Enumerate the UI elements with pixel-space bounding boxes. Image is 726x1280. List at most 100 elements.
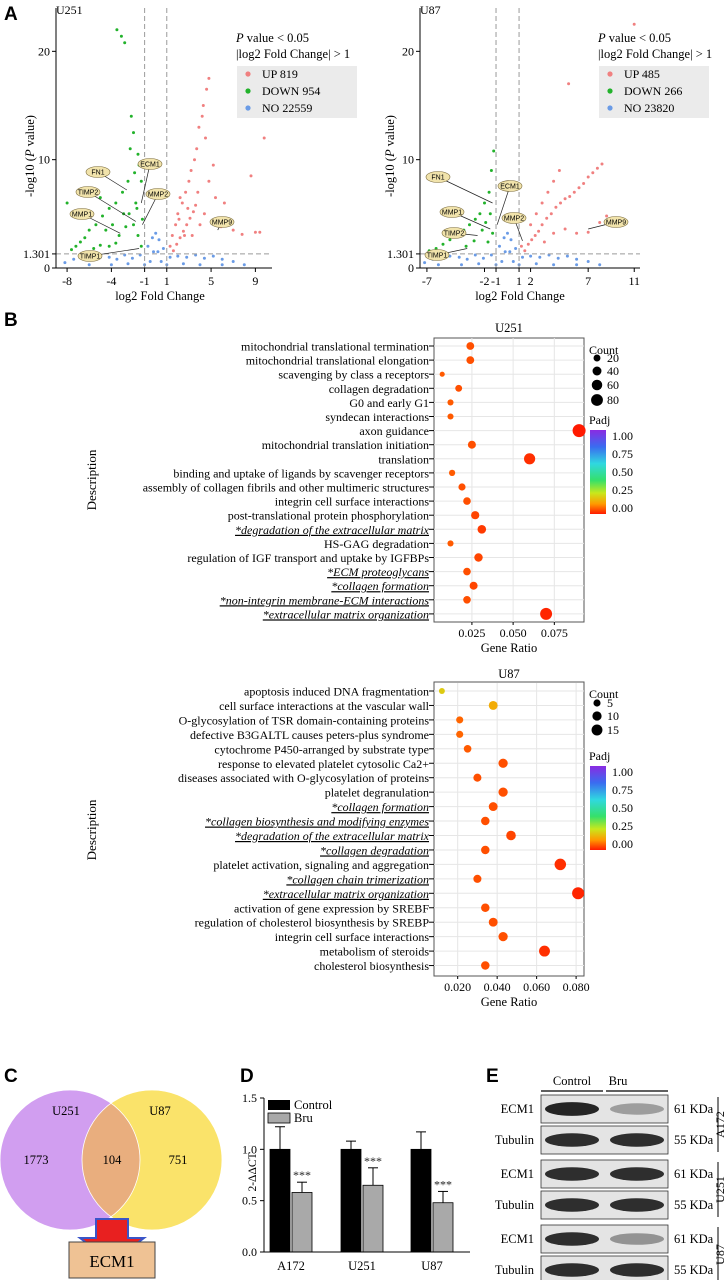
padj-legend-label: 0.00: [612, 501, 633, 515]
enrichment-dot: [481, 961, 490, 970]
blot-band: [610, 1263, 664, 1277]
x-tick-label: 0.050: [500, 626, 527, 640]
category-label: scavenging by class a receptors: [278, 368, 429, 382]
up-point: [207, 76, 211, 80]
blot-protein-label: ECM1: [501, 1167, 534, 1181]
no-point: [575, 257, 579, 261]
callout-line: [437, 176, 493, 204]
up-point: [632, 22, 636, 26]
no-point: [154, 231, 158, 235]
bar-elements: *** *** ***: [269, 1126, 454, 1253]
up-point: [188, 216, 192, 220]
no-point: [598, 263, 602, 267]
category-label: cell surface interactions at the vascula…: [219, 699, 430, 713]
padj-legend-label: 0.50: [612, 801, 633, 815]
callout-bubble: [69, 208, 95, 220]
category-label: platelet degranulation: [325, 786, 429, 800]
down-point: [123, 41, 127, 45]
no-point: [156, 250, 160, 254]
no-point: [436, 263, 440, 267]
category-label: binding and uptake of ligands by scaveng…: [173, 466, 429, 480]
no-point: [185, 255, 189, 259]
dotplot-xlabel: Gene Ratio: [481, 641, 538, 655]
up-point: [178, 236, 182, 240]
enrichment-dot: [447, 399, 454, 406]
down-point: [441, 242, 445, 246]
y-tick-label: 0.0: [242, 1245, 257, 1259]
up-point: [176, 212, 180, 216]
category-label: integrin cell surface interactions: [275, 930, 430, 944]
no-point: [529, 254, 533, 258]
callout-bubble: [501, 212, 527, 224]
blot-band: [545, 1133, 599, 1147]
blot-band: [610, 1133, 664, 1147]
no-point: [176, 254, 180, 258]
blot-size-label: 55 KDa: [674, 1198, 714, 1212]
legend-no-dot: [245, 105, 251, 111]
category-label-emphasized: *collagen formation: [331, 579, 429, 593]
count-legend-dot: [591, 379, 603, 391]
no-point: [508, 250, 512, 254]
count-legend-dot: [592, 366, 602, 376]
enrichment-dot: [498, 787, 508, 797]
no-point: [168, 255, 172, 259]
y-tick-label: 0.5: [242, 1194, 257, 1208]
dotplot-points: [438, 688, 585, 970]
panel-label-b: B: [4, 310, 18, 331]
category-label-emphasized: *degradation of the extracellular matrix: [235, 523, 430, 537]
callout-gene: MMP2: [148, 192, 168, 199]
enrichment-dot: [488, 701, 498, 710]
callout-bubble: [425, 171, 451, 183]
up-point: [231, 228, 235, 232]
enrichment-dot: [554, 858, 567, 871]
no-point: [146, 244, 150, 248]
padj-legend-label: 0.25: [612, 483, 633, 497]
up-point: [193, 158, 196, 162]
volcano-title: U251: [56, 3, 83, 17]
no-point: [63, 261, 67, 265]
up-point: [184, 190, 188, 194]
count-legend-dot: [591, 394, 603, 406]
significance-mark: ***: [434, 1177, 452, 1191]
category-label: collagen degradation: [329, 382, 429, 396]
callout-gene: ECM1: [500, 184, 520, 191]
enrichment-dot: [469, 581, 478, 590]
panel-label-c: C: [4, 1066, 18, 1087]
x-tick-label: -7: [422, 274, 432, 288]
category-label: cholesterol biosynthesis: [314, 959, 429, 973]
category-label: cytochrome P450-arranged by substrate ty…: [214, 742, 429, 756]
up-point: [545, 216, 549, 220]
no-point: [521, 255, 524, 259]
count-legend-dot: [591, 724, 603, 736]
enrichment-dot: [455, 384, 463, 392]
up-point: [181, 229, 185, 233]
no-point: [509, 238, 513, 242]
blot-size-label: 61 KDa: [674, 1167, 714, 1181]
down-point: [101, 214, 104, 218]
no-point: [503, 250, 507, 254]
down-point: [473, 217, 477, 221]
count-legend-label: 40: [607, 364, 619, 378]
category-label: mitochondrial translational termination: [241, 340, 429, 354]
down-point: [492, 149, 496, 153]
legend-count-title: Count: [589, 687, 619, 701]
up-point: [200, 114, 204, 118]
up-point: [211, 163, 215, 167]
down-point: [134, 201, 138, 205]
down-point: [136, 152, 140, 156]
callout-bubble: [209, 216, 235, 228]
legend-down: DOWN 266: [624, 84, 682, 98]
y-tick-label: 0: [408, 261, 414, 275]
volcano-plot-u251: U251 -8 -4 -1 1 5 9 01.301 10 20 FN1 ECM1 TIMP2 MMP…: [23, 3, 357, 303]
no-point: [565, 254, 569, 258]
padj-legend-label: 0.75: [612, 783, 633, 797]
callout-bubble: [441, 227, 467, 239]
up-point: [207, 179, 211, 183]
no-point: [500, 260, 504, 263]
enrichment-dot: [498, 932, 508, 942]
down-point: [121, 190, 124, 194]
up-point: [519, 244, 523, 248]
no-point: [460, 263, 463, 267]
enrichment-dotplot-u251: U251 mitochondrial translational termina…: [84, 321, 633, 655]
volcano-plot-u87: U87 -7 -2 -1 1 2 7 11 01.301 10 20 FN1 ECM1 TIMP2 MM…: [383, 3, 712, 303]
